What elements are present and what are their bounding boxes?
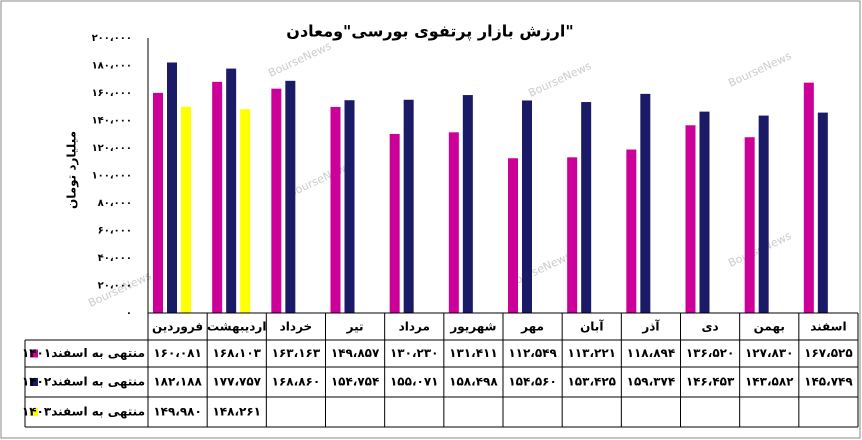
bar <box>744 137 755 313</box>
bar <box>685 125 696 313</box>
y-tick-label: ۱۶۰،۰۰۰ <box>92 88 132 99</box>
bar <box>330 106 341 313</box>
y-tick-label: ۱۸۰،۰۰۰ <box>92 61 132 72</box>
bar <box>212 81 223 314</box>
table-value: ۱۶۸،۱۰۳ <box>212 346 261 360</box>
x-tick-label: اسفند <box>810 320 846 334</box>
table-value: ۱۶۷،۵۲۵ <box>804 346 853 360</box>
bar <box>462 95 473 313</box>
bar <box>167 62 177 313</box>
bar <box>803 82 814 313</box>
bar <box>344 100 355 313</box>
table-value: ۱۴۹،۸۵۷ <box>331 346 380 360</box>
table-value: ۱۴۹،۹۸۰ <box>153 405 202 419</box>
chart-title: ارزش بازار پرتفوی بورسی"ومعادن" <box>286 22 573 42</box>
table-value: ۱۶۰،۰۸۱ <box>153 346 202 360</box>
y-tick-label: ۶۰،۰۰۰ <box>98 226 132 237</box>
legend-label: منتهی به اسفند۱۴۰۲ <box>22 375 145 389</box>
y-tick-label: ۱۲۰،۰۰۰ <box>92 143 132 154</box>
x-tick-label: آبان <box>580 319 604 334</box>
bar <box>699 111 710 313</box>
x-tick-label: تیر <box>346 320 364 334</box>
y-tick-label: ۲۰،۰۰۰ <box>98 281 132 292</box>
bar <box>389 133 400 313</box>
y-tick-label: ۱۴۰،۰۰۰ <box>92 116 132 127</box>
legend-label: منتهی به اسفند۱۴۰۳ <box>22 405 145 419</box>
y-tick-label: ۴۰،۰۰۰ <box>98 253 132 264</box>
table-value: ۱۱۲،۵۴۹ <box>508 346 557 360</box>
table-value: ۱۳۶،۵۲۰ <box>686 346 735 360</box>
y-tick-label: ۰ <box>126 308 132 319</box>
bar <box>153 92 163 313</box>
x-tick-label: مهر <box>520 320 544 334</box>
legend-swatch <box>30 408 38 416</box>
table-value: ۱۸۲،۱۸۸ <box>153 375 202 389</box>
bar <box>285 80 296 313</box>
table-value: ۱۴۸،۲۶۱ <box>212 405 261 419</box>
bar <box>567 157 578 313</box>
x-tick-label: بهمن <box>754 320 785 334</box>
legend-swatch <box>30 349 38 358</box>
bar <box>640 93 651 313</box>
table-value: ۱۶۳،۱۶۳ <box>272 346 321 360</box>
table-value: ۱۲۷،۸۳۰ <box>745 346 794 360</box>
x-tick-label: اردیبهشت <box>207 320 266 334</box>
bar <box>240 109 251 313</box>
bar <box>626 149 637 313</box>
legend-label: منتهی به اسفند۱۴۰۱ <box>22 346 145 360</box>
table-value: ۱۵۴،۷۵۴ <box>331 375 380 389</box>
bar <box>581 102 592 314</box>
bar <box>522 100 532 313</box>
x-tick-label: خرداد <box>280 320 313 334</box>
legend-swatch <box>30 378 38 386</box>
bar <box>181 106 191 313</box>
table-value: ۱۳۰،۲۳۰ <box>390 346 439 360</box>
bar <box>226 68 237 313</box>
table-value: ۱۴۵،۷۴۹ <box>804 375 853 389</box>
table-value: ۱۵۸،۴۹۸ <box>449 375 498 389</box>
x-tick-label: دی <box>702 320 719 334</box>
table-value: ۱۴۶،۴۵۳ <box>686 375 735 389</box>
table-value: ۱۶۸،۸۶۰ <box>272 375 321 389</box>
y-tick-label: ۲۰۰،۰۰۰ <box>92 33 132 44</box>
table-value: ۱۱۸،۸۹۴ <box>627 346 676 360</box>
table-value: ۱۳۱،۴۱۱ <box>449 346 498 360</box>
bar <box>508 158 518 313</box>
table-value: ۱۴۳،۵۸۲ <box>745 375 794 389</box>
bar <box>271 88 282 313</box>
x-tick-label: فروردین <box>152 320 203 335</box>
table-value: ۱۵۴،۵۶۰ <box>508 375 557 389</box>
x-tick-label: مرداد <box>399 320 430 334</box>
x-tick-label: شهریور <box>449 320 496 335</box>
y-tick-label: ۱۰۰،۰۰۰ <box>92 171 132 182</box>
table-value: ۱۵۳،۴۲۵ <box>567 375 616 389</box>
y-axis-title: میلیارد تومان <box>65 131 80 209</box>
table-value: ۱۵۹،۳۷۴ <box>627 375 676 389</box>
x-tick-label: آذر <box>641 319 660 334</box>
bar <box>758 115 769 313</box>
bar <box>817 112 828 313</box>
y-tick-label: ۸۰،۰۰۰ <box>98 198 132 209</box>
bar <box>403 99 414 313</box>
table-value: ۱۷۷،۷۵۷ <box>212 375 261 389</box>
bar <box>448 132 459 313</box>
table-value: ۱۱۳،۲۲۱ <box>567 346 616 360</box>
table-value: ۱۵۵،۰۷۱ <box>390 375 439 389</box>
